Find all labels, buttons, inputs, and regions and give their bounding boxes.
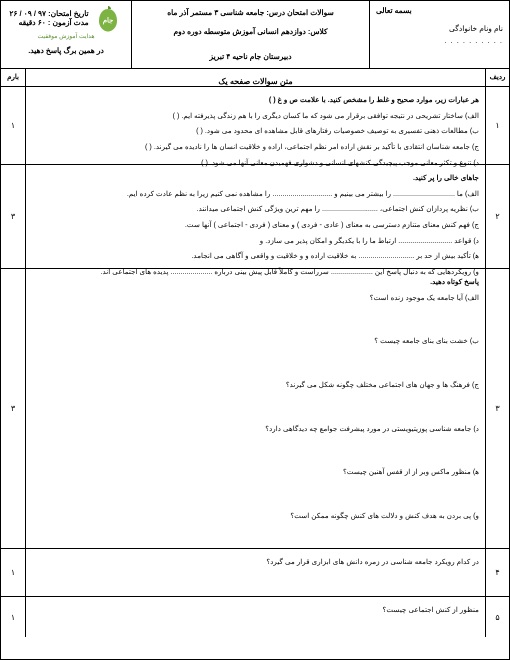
q1-a: الف) ساختار تشریحی در نتیجه توافقی برقرا… (32, 109, 479, 123)
q3-a: الف) آیا جامعه یک موجود زنده است؟ (32, 291, 479, 305)
q3-d: د) جامعه شناسی پوزیتیویستی در مورد پیشرف… (32, 422, 479, 436)
question-2: ۲ جاهای خالی را پر کنید. الف) ما .......… (1, 165, 509, 269)
q5-mark: ۱ (1, 597, 25, 637)
instruction: در همین برگ پاسخ دهید. (28, 46, 104, 55)
q2-c: ج) فهم کنش معنای متنازم دسترسی به معنای … (32, 218, 479, 232)
q5-text: منظور از کنش اجتماعی چیست؟ (32, 603, 479, 617)
q3-lead: پاسخ کوتاه دهید. (32, 275, 479, 289)
logo-sub: هدایت آموزش موفقیت (38, 33, 95, 40)
time-label: مدت آزمون : ۶۰ دقیقه (9, 18, 88, 27)
svg-text:جام: جام (102, 17, 112, 25)
q1-lead: هر عبارات زیر، موارد صحیح و غلط را مشخص … (32, 93, 479, 107)
q2-num: ۲ (485, 165, 509, 268)
q2-d: د) قواعد ........................... ارت… (32, 234, 479, 248)
q1-body: هر عبارات زیر، موارد صحیح و غلط را مشخص … (25, 87, 485, 164)
q1-mark: ۱ (1, 87, 25, 164)
column-headers: ردیف متن سوالات صفحه یک بارم (1, 69, 509, 87)
q4-body: در کدام رویکرد جامعه شناسی در زمره دانش … (25, 549, 485, 596)
q1-c: ج) جامعه شناسان انتقادی با تأکید بر نقش … (32, 140, 479, 154)
header: بسمه تعالی نام ونام خانوادگی . . . . . .… (1, 1, 509, 69)
col-body-header: متن سوالات صفحه یک (25, 69, 485, 86)
q2-a: الف) ما ............................... … (32, 187, 479, 201)
besmele: بسمه تعالی (376, 5, 503, 17)
q3-f: و) پی بردن به هدف کنش و دلالت های کنش چگ… (32, 509, 479, 523)
q4-mark: ۱ (1, 549, 25, 596)
q3-c: ج) فرهنگ ها و جهان های اجتماعی مختلف چگو… (32, 378, 479, 392)
q3-e: ﻫ) منظور ماکس وبر از از قفس آهنین چیست؟ (32, 465, 479, 479)
question-4: ۴ در کدام رویکرد جامعه شناسی در زمره دان… (1, 549, 509, 597)
name-dots: . . . . . . . . . . (376, 35, 503, 47)
q1-b: ب) مطالعات ذهنی تفسیری به توصیف خصوصیات … (32, 124, 479, 138)
q2-body: جاهای خالی را پر کنید. الف) ما .........… (25, 165, 485, 268)
q5-num: ۵ (485, 597, 509, 637)
question-3: ۳ پاسخ کوتاه دهید. الف) آیا جامعه یک موج… (1, 269, 509, 549)
name-label: نام ونام خانوادگی (376, 23, 503, 35)
header-dates: تاریخ امتحان: ۹۷ / ۰۹ / ۲۶ مدت آزمون : ۶… (9, 9, 88, 27)
q4-text: در کدام رویکرد جامعه شناسی در زمره دانش … (32, 555, 479, 569)
q1-num: ۱ (485, 87, 509, 164)
exam-title2: کلاس: دوازدهم انسانی آموزش متوسطه دوره د… (138, 27, 363, 36)
header-left: جام تاریخ امتحان: ۹۷ / ۰۹ / ۲۶ مدت آزمون… (1, 1, 131, 68)
exam-page: بسمه تعالی نام ونام خانوادگی . . . . . .… (0, 0, 510, 660)
q2-b: ب) نظریه پردازان کنش اجتماعی، ..........… (32, 202, 479, 216)
q3-body: پاسخ کوتاه دهید. الف) آیا جامعه یک موجود… (25, 269, 485, 548)
q3-b: ب) خشت بنای بنای جامعه چیست ؟ (32, 334, 479, 348)
header-mid: سوالات امتحان درس: جامعه شناسی ۳ مستمر آ… (131, 1, 369, 68)
q3-mark: ۳ (1, 269, 25, 548)
col-num-header: ردیف (485, 69, 509, 86)
school: دبیرستان جام ناحیه ۴ تبریز (138, 52, 363, 61)
question-5: ۵ منظور از کنش اجتماعی چیست؟ ۱ (1, 597, 509, 637)
q3-num: ۳ (485, 269, 509, 548)
apple-logo-icon: جام (93, 3, 123, 33)
header-right: بسمه تعالی نام ونام خانوادگی . . . . . .… (369, 1, 509, 68)
exam-title1: سوالات امتحان درس: جامعه شناسی ۳ مستمر آ… (138, 8, 363, 17)
date-label: تاریخ امتحان: ۹۷ / ۰۹ / ۲۶ (9, 9, 88, 18)
q2-e: ﻫ) تأکید بیش از حد بر ..................… (32, 249, 479, 263)
q2-lead: جاهای خالی را پر کنید. (32, 171, 479, 185)
question-1: ۱ هر عبارات زیر، موارد صحیح و غلط را مشخ… (1, 87, 509, 165)
logo-wrap: جام تاریخ امتحان: ۹۷ / ۰۹ / ۲۶ مدت آزمون… (9, 3, 122, 33)
q4-num: ۴ (485, 549, 509, 596)
q2-mark: ۳ (1, 165, 25, 268)
q5-body: منظور از کنش اجتماعی چیست؟ (25, 597, 485, 637)
col-mark-header: بارم (1, 69, 25, 86)
